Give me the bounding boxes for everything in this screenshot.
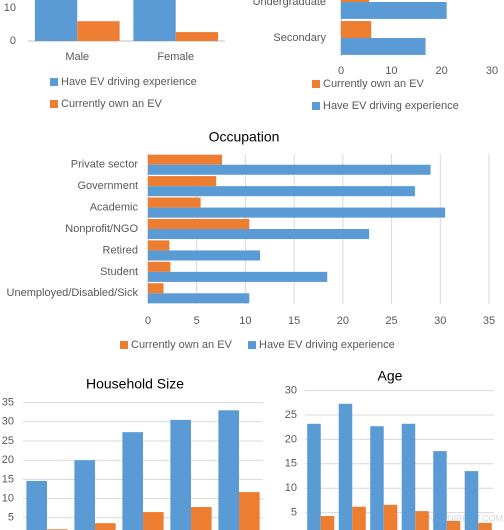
bar: [370, 426, 384, 530]
bar: [148, 218, 250, 229]
bar: [148, 271, 328, 282]
bar: [148, 197, 201, 208]
y-tick-label: 5: [8, 512, 14, 524]
y-tick-label: 10: [2, 493, 14, 505]
bar: [148, 283, 164, 294]
y-tick-label: Academic: [90, 201, 139, 213]
bar: [433, 451, 447, 530]
bar: [148, 229, 370, 240]
bar: [464, 471, 479, 530]
legend-label: Currently own an EV: [131, 339, 233, 351]
y-tick-label: 15: [285, 458, 297, 470]
x-tick-label: 5: [194, 315, 200, 327]
y-tick-label: Retired: [103, 244, 138, 256]
bar: [148, 164, 431, 175]
x-tick-label: 30: [434, 315, 446, 327]
y-tick-label: Undergraduate: [253, 0, 326, 8]
bar: [341, 2, 447, 19]
bar: [239, 492, 260, 530]
bar: [446, 520, 461, 530]
bar: [148, 261, 171, 272]
bar: [341, 0, 370, 2]
bar: [74, 460, 95, 530]
bar: [77, 21, 120, 41]
bar: [352, 506, 366, 530]
bar: [383, 504, 398, 530]
legend-swatch: [50, 78, 58, 86]
y-tick-label: 25: [2, 435, 14, 447]
bar: [341, 21, 372, 38]
bar: [133, 0, 176, 41]
y-tick-label: 20: [2, 454, 14, 466]
x-tick-label: 0: [145, 315, 151, 327]
bar: [122, 432, 143, 530]
y-tick-label: Private sector: [71, 159, 139, 171]
legend-label: Have EV driving experience: [323, 100, 459, 112]
bar: [341, 38, 426, 55]
chart-title: Age: [378, 368, 403, 384]
bar: [191, 507, 212, 530]
bar: [148, 154, 223, 165]
bar: [218, 410, 239, 530]
bar: [143, 512, 164, 530]
bar: [95, 523, 116, 530]
bar: [148, 250, 261, 261]
y-tick-label: 0: [10, 35, 16, 47]
x-tick-label: 25: [385, 315, 397, 327]
chart-title: Household Size: [86, 376, 184, 392]
legend-label: Currently own an EV: [61, 98, 163, 110]
x-tick-label: 20: [436, 65, 448, 77]
bar: [320, 516, 335, 530]
bar: [478, 522, 492, 530]
legend-swatch: [120, 341, 128, 349]
bar: [401, 423, 416, 530]
y-tick-label: Nonprofit/NGO: [65, 223, 138, 235]
bar: [148, 207, 446, 218]
x-tick-label: 35: [483, 315, 495, 327]
x-tick-label: 20: [337, 315, 349, 327]
x-tick-label: 0: [338, 65, 344, 77]
bar: [148, 186, 415, 197]
chart-title: Occupation: [209, 129, 280, 145]
bar: [148, 240, 170, 251]
bar: [338, 403, 353, 530]
y-tick-label: Unemployed/Disabled/Sick: [7, 287, 139, 299]
y-tick-label: 30: [285, 385, 297, 397]
legend-label: Currently own an EV: [323, 78, 425, 90]
bar: [26, 480, 47, 530]
x-tick-label: Male: [65, 51, 89, 63]
y-tick-label: 25: [285, 409, 297, 421]
legend-swatch: [50, 100, 58, 108]
bar: [170, 419, 191, 530]
bar: [148, 176, 217, 187]
watermark: SCIENCEDIRECT.COM: [407, 513, 503, 523]
y-tick-label: Government: [77, 180, 138, 192]
x-tick-label: 30: [486, 65, 498, 77]
x-tick-label: 10: [239, 315, 251, 327]
bar: [175, 32, 219, 41]
bar: [415, 511, 429, 530]
y-tick-label: 30: [2, 416, 14, 428]
y-tick-label: 5: [291, 507, 297, 519]
legend-swatch: [248, 341, 256, 349]
legend-label: Have EV driving experience: [61, 76, 197, 88]
y-tick-label: 35: [2, 397, 14, 409]
legend-label: Have EV driving experience: [259, 339, 395, 351]
y-tick-label: 10: [285, 482, 297, 494]
y-tick-label: Student: [100, 266, 138, 278]
y-tick-label: Secondary: [273, 32, 326, 44]
legend-swatch: [312, 80, 320, 88]
y-tick-label: 15: [2, 473, 14, 485]
legend-swatch: [312, 102, 320, 110]
bar: [148, 293, 250, 304]
x-tick-label: 10: [385, 65, 397, 77]
y-tick-label: 20: [285, 433, 297, 445]
x-tick-label: Female: [157, 51, 194, 63]
y-tick-label: 10: [4, 2, 16, 14]
bar: [34, 0, 78, 41]
bar: [307, 423, 321, 530]
x-tick-label: 15: [288, 315, 300, 327]
